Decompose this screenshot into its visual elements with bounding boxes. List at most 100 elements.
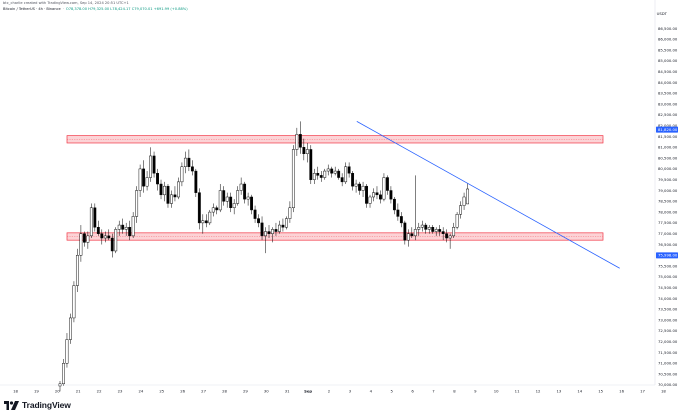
candle-body	[145, 177, 149, 187]
price-tick-label: 79,500.00	[658, 177, 678, 182]
price-tag	[656, 126, 678, 133]
candle-body	[365, 185, 368, 204]
candle-body	[431, 226, 435, 232]
candle-body	[333, 170, 337, 174]
candle-body	[232, 203, 236, 209]
candle-body	[288, 207, 292, 219]
candle-body	[455, 214, 459, 228]
candle-body	[347, 166, 351, 174]
candle-body	[302, 147, 306, 155]
candle-body	[305, 149, 309, 155]
price-tick-label: 76,500.00	[658, 242, 678, 247]
price-tick-label: 78,500.00	[658, 199, 678, 204]
candle-body	[236, 190, 240, 204]
candle-body	[354, 183, 358, 187]
price-tick-label: 83,000.00	[658, 101, 678, 106]
candle-body	[413, 229, 417, 237]
trendline	[356, 121, 620, 269]
candle-body	[250, 196, 254, 211]
currency-label[interactable]: USDT	[656, 11, 667, 16]
candle-body	[204, 220, 208, 224]
time-tick-label: 29	[243, 389, 248, 394]
candle-body	[406, 233, 410, 241]
candle-body	[298, 134, 302, 148]
price-tick-label: 77,000.00	[658, 231, 678, 236]
candle-body	[208, 211, 212, 224]
price-tick-label: 81,500.00	[658, 134, 678, 139]
candle-body	[82, 233, 86, 243]
candle-body	[96, 226, 100, 234]
candle-body	[361, 185, 365, 191]
candle-body	[177, 181, 180, 198]
candle-body	[65, 339, 69, 364]
candle-body	[114, 229, 118, 252]
candle-body	[312, 172, 316, 180]
candle-body	[441, 231, 445, 234]
time-tick-label: 12	[536, 389, 541, 394]
time-tick-label: 17	[640, 389, 645, 394]
candle-body	[392, 198, 396, 211]
price-tick-label: 85,500.00	[658, 47, 678, 52]
time-tick-label: 11	[515, 389, 520, 394]
candle-body	[284, 218, 288, 228]
time-tick-label: 24	[138, 389, 143, 394]
price-tag-label: 81,820.00	[658, 127, 678, 132]
candle-body	[274, 229, 278, 232]
candle-body	[107, 235, 111, 239]
candle-body	[180, 166, 184, 183]
price-tick-label: 73,500.00	[658, 307, 678, 312]
candle-body	[117, 224, 121, 230]
candle-body	[79, 233, 83, 256]
candle-body	[309, 149, 313, 180]
time-tick-label: 18	[13, 389, 18, 394]
time-tick-label: 28	[222, 389, 227, 394]
candle-body	[75, 255, 79, 286]
tradingview-logo-icon	[4, 400, 19, 410]
time-tick-label: 10	[494, 389, 499, 394]
price-tick-label: 74,000.00	[658, 296, 678, 301]
time-tick-label: 21	[76, 389, 81, 394]
candle-body	[239, 183, 243, 191]
candle-body	[197, 192, 201, 224]
candle-body	[128, 226, 132, 237]
time-tick-label: 30	[264, 389, 269, 394]
candle-body	[62, 363, 65, 385]
price-tick-label: 85,000.00	[658, 58, 678, 63]
price-tick-label: 75,500.00	[658, 263, 678, 268]
time-tick-label: 4	[370, 389, 373, 394]
price-axis[interactable]: 86,500.00 86,000.00 85,500.00 85,000.00 84,5…	[654, 0, 678, 387]
time-axis[interactable]: 18 19 20 21 22 23 24 25 26 27 28 29 30 31 Sep 2 3 4 5 6 7 8 9 1…	[0, 384, 666, 394]
candle-body	[316, 172, 320, 176]
candle-body	[121, 224, 125, 230]
time-tick-label: 19	[34, 389, 39, 394]
price-tick-label: 83,500.00	[658, 91, 678, 96]
candle-body	[170, 194, 173, 204]
candle-body	[330, 168, 334, 174]
candle-body	[194, 170, 198, 193]
candle-body	[438, 229, 442, 232]
candle-body	[358, 183, 361, 191]
time-tick-label: 31	[285, 389, 290, 394]
time-tick-label: 27	[201, 389, 206, 394]
candle-body	[149, 155, 152, 178]
candle-body	[218, 190, 222, 211]
time-tick-label: 7	[432, 389, 435, 394]
candle-body	[344, 166, 348, 183]
candle-body	[399, 216, 403, 224]
price-tick-label: 73,000.00	[658, 317, 678, 322]
candle-body	[319, 175, 323, 178]
candle-body	[372, 192, 375, 198]
candle-body	[187, 157, 191, 167]
price-tick-label: 70,000.00	[658, 382, 678, 387]
time-tick-label: 5	[390, 389, 393, 394]
time-tick-label: 16	[619, 389, 624, 394]
price-tag-label: 75,998.00	[658, 253, 678, 258]
candle-body	[379, 194, 382, 200]
time-tick-label: Sep	[304, 389, 312, 394]
time-tick-label: 3	[349, 389, 352, 394]
candle-body	[110, 237, 114, 252]
candle-body	[427, 226, 431, 230]
price-tick-label: 81,000.00	[658, 145, 678, 150]
candle-body	[124, 226, 128, 230]
